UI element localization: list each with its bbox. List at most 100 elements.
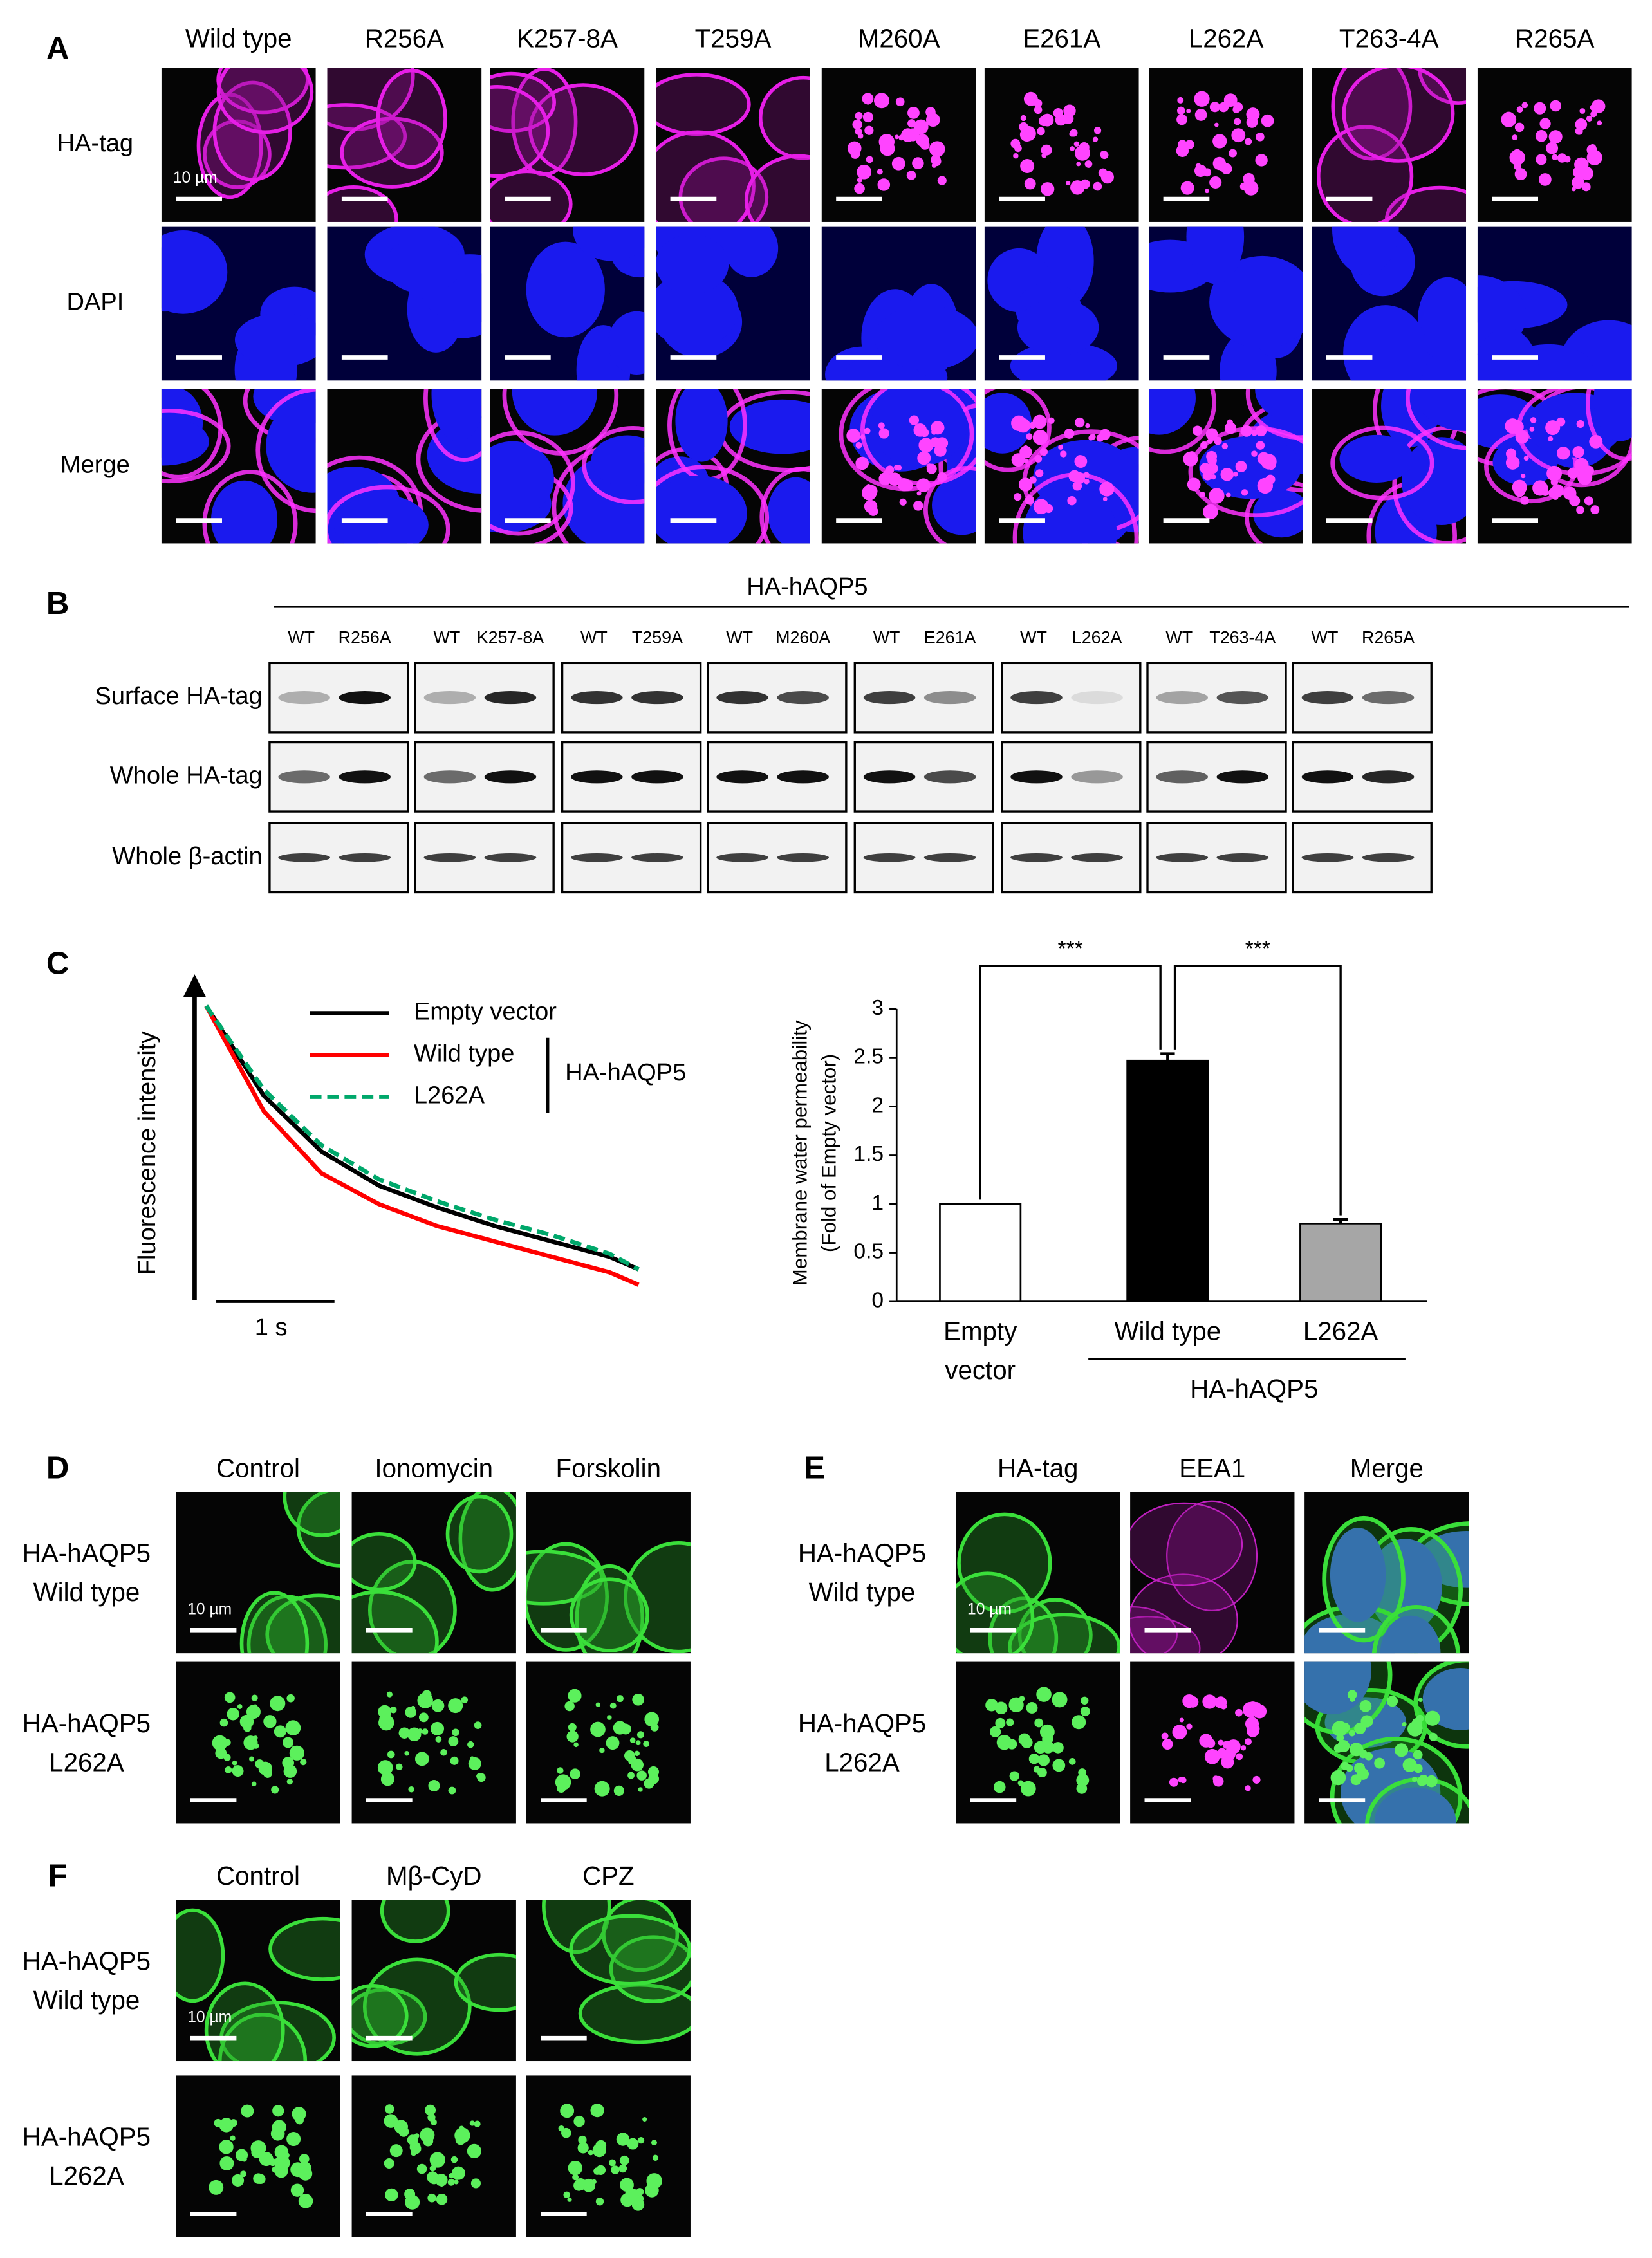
vesicle <box>1043 1693 1049 1699</box>
vesicle <box>1520 496 1529 505</box>
lane-label: WT <box>873 627 900 647</box>
cells <box>209 2104 313 2208</box>
vesicle <box>1006 1718 1014 1726</box>
band <box>278 691 330 705</box>
band <box>571 691 623 705</box>
vesicle <box>644 1712 660 1727</box>
vesicle <box>1185 455 1196 467</box>
vesicle <box>1330 1770 1346 1786</box>
vesicle <box>423 2136 434 2147</box>
nucleus <box>656 234 729 295</box>
vesicle <box>1548 436 1554 441</box>
vesicle <box>1413 1764 1423 1773</box>
nucleus <box>161 230 228 314</box>
vesicle <box>1555 474 1561 479</box>
vesicle <box>1413 1750 1423 1760</box>
vesicle <box>862 111 874 123</box>
lane-label: T259A <box>632 627 683 647</box>
vesicle <box>1053 108 1064 118</box>
lane-label: WT <box>580 627 608 647</box>
vesicle <box>1070 129 1078 137</box>
membrane <box>362 1957 472 2056</box>
vesicle <box>1161 1732 1169 1740</box>
membrane <box>1130 1502 1243 1586</box>
micrograph <box>351 1661 516 1824</box>
band <box>923 853 976 862</box>
vesicle <box>231 2174 245 2187</box>
vesicle <box>1245 1738 1252 1746</box>
vesicle <box>1359 1700 1372 1712</box>
vesicle <box>878 134 895 150</box>
vesicle <box>1225 492 1231 498</box>
nucleus <box>1199 436 1301 499</box>
line-series <box>204 1004 640 1287</box>
membrane <box>454 1952 516 2012</box>
membrane <box>351 1532 417 1592</box>
y-tick-label: 0 <box>871 1288 884 1312</box>
vesicle <box>1186 1723 1193 1730</box>
membrane <box>351 1984 409 2048</box>
membrane <box>582 426 645 504</box>
vesicle <box>1242 1701 1259 1717</box>
vesicle <box>1590 505 1600 515</box>
cells <box>364 226 482 353</box>
lane-label: K257-8A <box>477 627 544 647</box>
cells <box>1130 1500 1258 1654</box>
vesicle <box>1255 154 1268 167</box>
scale-bar-label: 10 µm <box>967 1600 1012 1618</box>
vesicle <box>1179 1717 1184 1723</box>
vesicle <box>931 421 945 435</box>
vesicle <box>920 428 929 438</box>
vesicle <box>620 2178 634 2192</box>
cells <box>1316 68 1467 222</box>
vesicle <box>563 2191 570 2198</box>
membrane <box>1322 1515 1406 1643</box>
vesicle <box>868 506 878 516</box>
vesicle <box>566 1730 579 1743</box>
vesicle <box>385 2188 398 2201</box>
vesicle <box>561 2127 571 2138</box>
vesicle <box>283 1764 297 1778</box>
vesicle <box>422 1728 429 1735</box>
row-label: Wild type <box>33 1986 140 2015</box>
vesicle <box>572 2174 579 2181</box>
vesicle <box>926 463 937 474</box>
band <box>1301 853 1354 862</box>
vesicle <box>624 1750 635 1761</box>
vesicle <box>638 1787 643 1792</box>
vesicle <box>1034 1718 1044 1728</box>
axis-title: (Fold of Empty vector) <box>818 1054 840 1252</box>
nucleus <box>1186 226 1245 284</box>
vesicle <box>650 1723 659 1732</box>
vesicle <box>1206 450 1218 462</box>
vesicle <box>1063 113 1074 124</box>
vesicle <box>1209 488 1225 504</box>
vesicle <box>1068 1758 1076 1765</box>
vesicle <box>1209 176 1222 189</box>
vesicle <box>1023 91 1038 106</box>
vesicle <box>1545 420 1561 436</box>
vesicle <box>857 164 872 180</box>
vesicle <box>1102 497 1108 501</box>
vesicle <box>1204 1748 1220 1764</box>
vesicle <box>624 2188 639 2203</box>
vesicle <box>1172 1725 1187 1740</box>
band <box>1216 853 1269 862</box>
vesicle <box>1556 417 1566 427</box>
vesicle <box>651 2140 657 2146</box>
vesicle <box>595 1702 600 1707</box>
vesicle <box>1591 99 1606 113</box>
line-series <box>204 1004 640 1272</box>
nucleus <box>1010 342 1118 381</box>
vesicle <box>414 1752 429 1766</box>
vesicle <box>1034 454 1043 463</box>
vesicle <box>1081 1696 1089 1705</box>
vesicle <box>887 472 902 486</box>
vesicle <box>300 1758 307 1766</box>
vesicle <box>1241 425 1253 437</box>
vesicle <box>1221 163 1232 174</box>
vesicle <box>1079 142 1090 153</box>
vesicle <box>570 1768 580 1779</box>
vesicle <box>429 2165 436 2172</box>
vesicle <box>1020 115 1026 122</box>
